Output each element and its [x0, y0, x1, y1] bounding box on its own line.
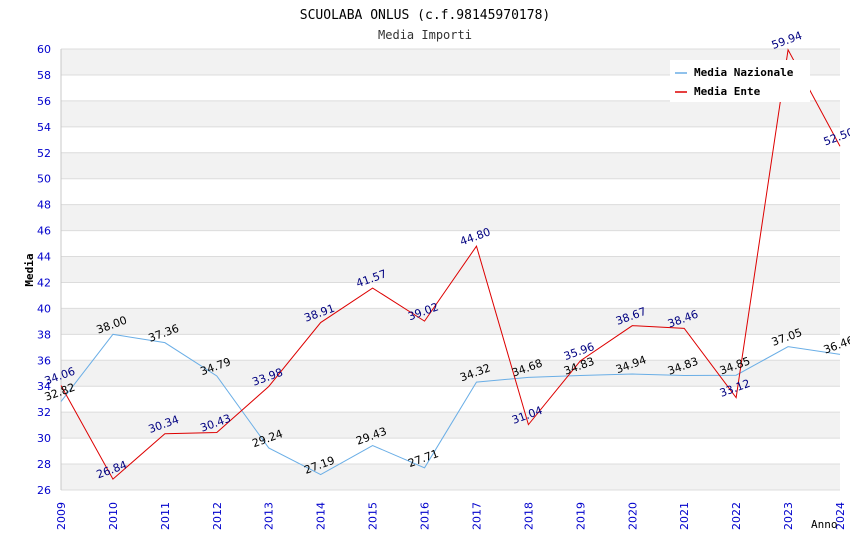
grid-band — [61, 204, 840, 231]
y-tick-label: 40 — [37, 302, 51, 315]
y-tick-label: 26 — [37, 484, 51, 497]
x-tick-label: 2023 — [782, 502, 795, 530]
y-tick-label: 54 — [37, 121, 51, 134]
x-tick-label: 2024 — [834, 502, 847, 530]
grid-lines — [61, 48, 840, 491]
legend-box — [670, 60, 810, 102]
x-tick-label: 2015 — [367, 502, 380, 530]
data-label-nazionale: 36.46 — [822, 334, 850, 357]
y-tick-label: 44 — [37, 251, 51, 264]
series-line-ente — [60, 48, 841, 480]
legend-label-nazionale: Media Nazionale — [694, 66, 794, 79]
y-tick-label: 52 — [37, 147, 51, 160]
chart-title: SCUOLABA ONLUS (c.f.98145970178) — [300, 8, 550, 23]
grid-band — [61, 100, 840, 127]
y-tick-label: 58 — [37, 69, 51, 82]
series-lines — [60, 48, 841, 480]
y-tick-label: 36 — [37, 354, 51, 367]
grid-band — [61, 464, 840, 490]
legend: Media Nazionale Media Ente — [670, 60, 810, 102]
x-tick-label: 2021 — [678, 502, 691, 530]
grid-band — [61, 308, 840, 335]
y-tick-labels: 26 28 30 32 34 36 38 40 42 44 46 48 50 52 54 56 58 60 — [37, 43, 51, 497]
y-tick-label: 46 — [37, 225, 51, 238]
y-tick-label: 32 — [37, 406, 51, 419]
x-tick-label: 2018 — [522, 502, 535, 530]
y-tick-label: 28 — [37, 458, 51, 471]
x-tick-label: 2010 — [107, 502, 120, 530]
chart-subtitle: Media Importi — [378, 28, 472, 42]
x-tick-label: 2014 — [315, 502, 328, 530]
y-tick-label: 30 — [37, 432, 51, 445]
y-tick-label: 56 — [37, 95, 51, 108]
x-tick-label: 2016 — [419, 502, 432, 530]
y-tick-label: 38 — [37, 328, 51, 341]
x-tick-label: 2013 — [263, 502, 276, 530]
x-tick-label: 2017 — [470, 502, 483, 530]
x-tick-label: 2011 — [159, 502, 172, 530]
grid-band — [61, 360, 840, 387]
y-tick-label: 34 — [37, 380, 51, 393]
x-axis-label: Anno — [811, 518, 838, 531]
y-tick-label: 42 — [37, 276, 51, 289]
x-tick-label: 2020 — [626, 502, 639, 530]
x-tick-label: 2009 — [55, 502, 68, 530]
x-tick-label: 2019 — [574, 502, 587, 530]
y-tick-label: 50 — [37, 173, 51, 186]
x-tick-label: 2012 — [211, 502, 224, 530]
legend-label-ente: Media Ente — [694, 85, 761, 98]
series-line-nazionale — [60, 333, 841, 476]
x-tick-labels: 2009 2010 2011 2012 2013 2014 2015 2016 2017 2018… — [55, 502, 847, 530]
y-tick-label: 48 — [37, 199, 51, 212]
grid-bands — [61, 49, 840, 490]
y-tick-label: 60 — [37, 43, 51, 56]
data-label-ente: 52.50 — [822, 125, 850, 148]
x-tick-label: 2022 — [730, 502, 743, 530]
y-axis-label: Media — [23, 253, 36, 286]
grid-band — [61, 256, 840, 283]
grid-band — [61, 152, 840, 179]
